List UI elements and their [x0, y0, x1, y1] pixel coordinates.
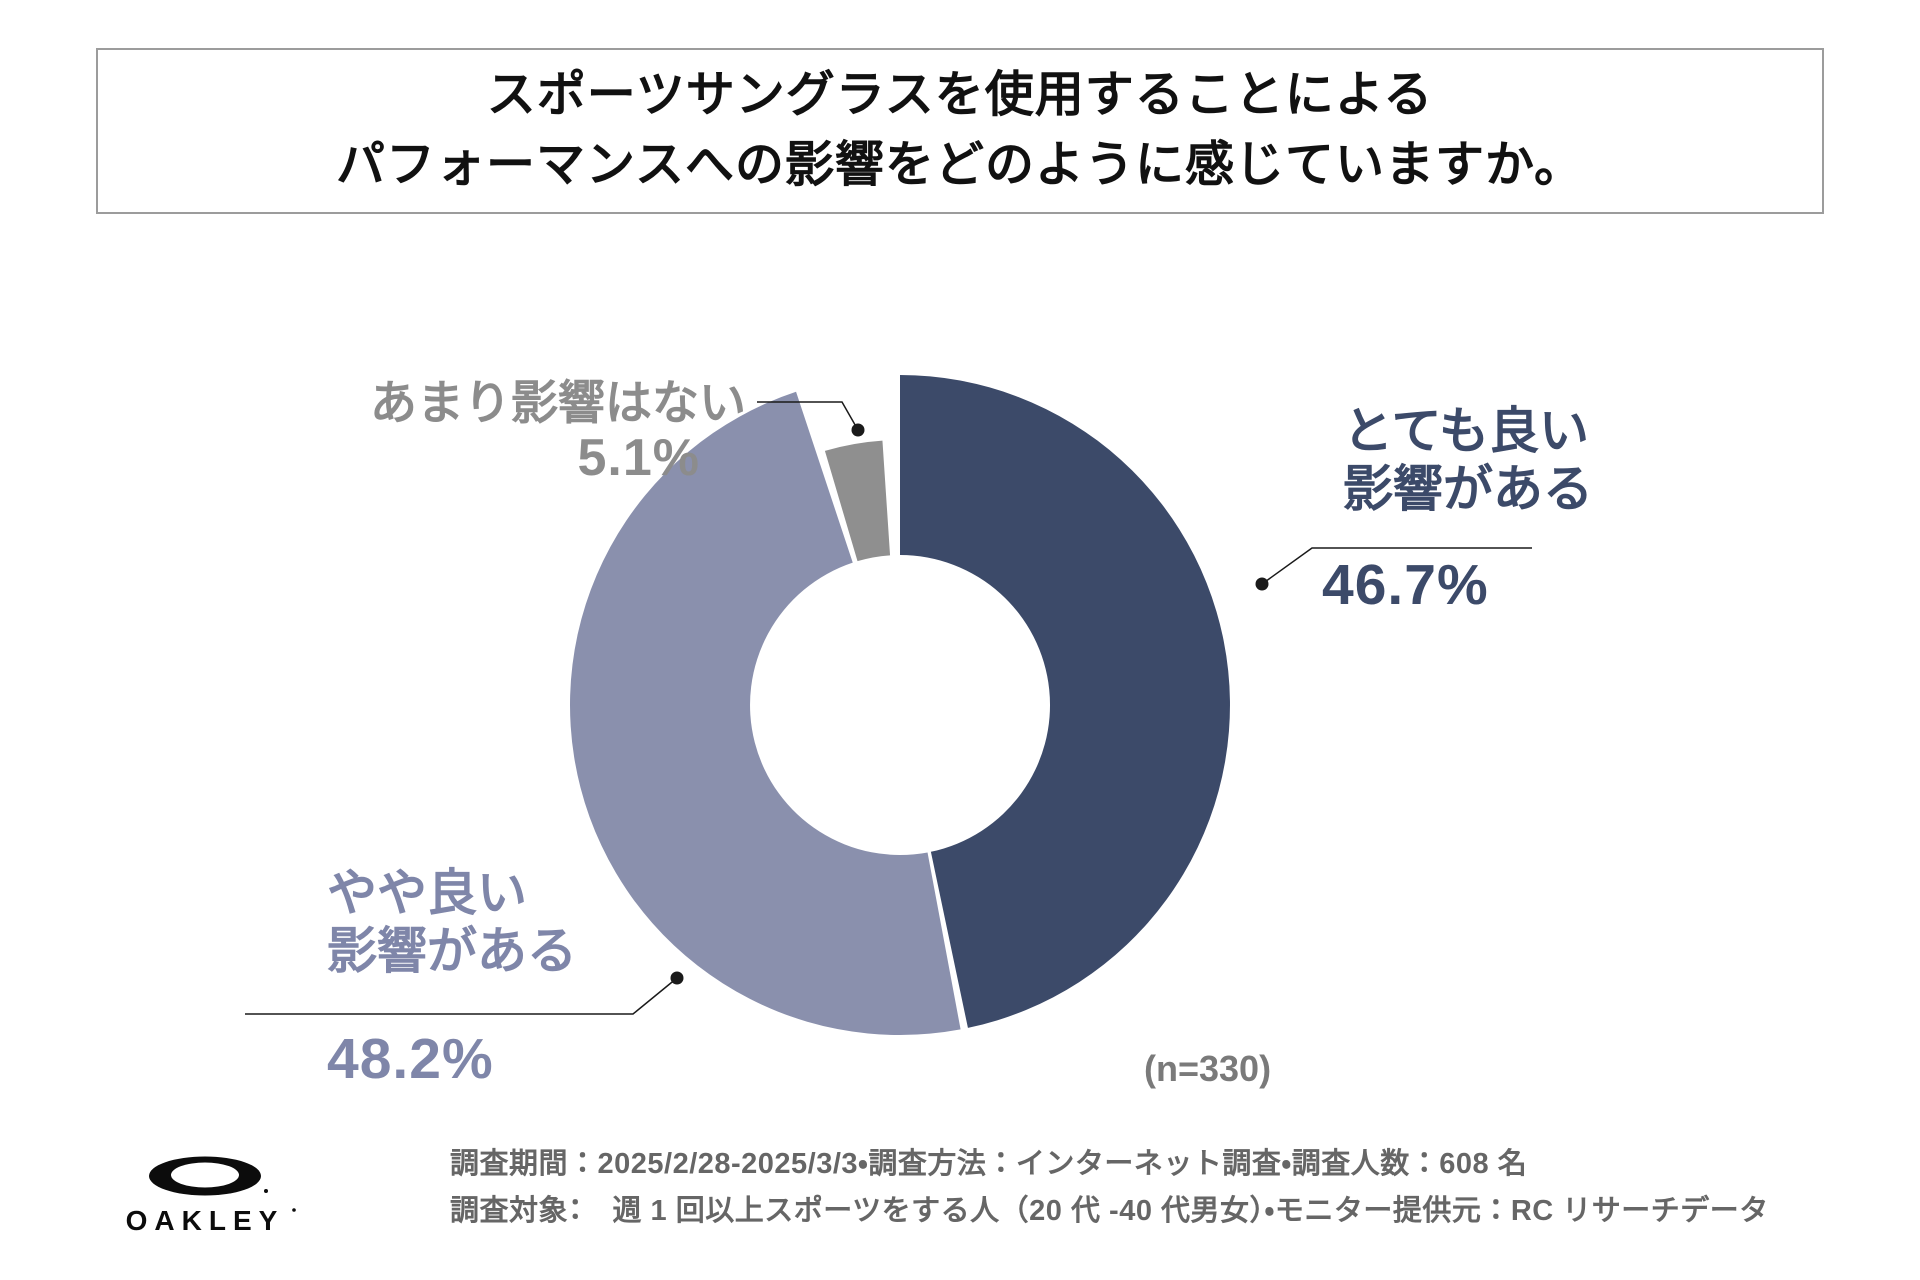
survey-meta-line1: 調査期間：2025/2/28-2025/3/3・調査方法：インターネット調査・調…	[450, 1148, 1528, 1180]
sample-size-label: (n=330)	[1144, 1048, 1272, 1089]
label-very-good-line2: 影響がある	[1343, 461, 1593, 517]
oakley-wordmark: OAKLEY	[126, 1205, 285, 1236]
oakley-trademark-dot	[264, 1189, 268, 1193]
pct-somewhat-good: 48.2%	[327, 1027, 494, 1091]
oakley-logo: OAKLEY	[126, 1156, 296, 1236]
oakley-ellipse-hole	[171, 1162, 239, 1188]
title-box: スポーツサングラスを使用することによる パフォーマンスへの影響をどのように感じて…	[96, 48, 1824, 214]
label-somewhat-good-line1: やや良い	[327, 865, 527, 921]
pie-slice-very-good	[900, 375, 1230, 1028]
label-somewhat-good-line2: 影響がある	[327, 923, 577, 979]
leader-dot-very-good	[1255, 577, 1269, 591]
label-very-good: とても良い 影響がある	[1343, 402, 1593, 518]
leader-line-no-effect	[757, 401, 859, 431]
pie-slice-somewhat-good	[570, 391, 961, 1035]
label-very-good-line1: とても良い	[1343, 403, 1589, 459]
oakley-wordmark-dot	[292, 1208, 296, 1212]
pct-very-good: 46.7%	[1322, 553, 1489, 617]
label-no-effect: あまり影響はない	[370, 376, 746, 429]
page-title-line1: スポーツサングラスを使用することによる	[486, 68, 1434, 123]
leader-dots	[670, 423, 1269, 985]
page-title-line2: パフォーマンスへの影響をどのように感じていますか。	[335, 138, 1585, 192]
leader-lines	[245, 401, 1532, 1015]
leader-dot-somewhat-good	[670, 971, 684, 985]
survey-meta-line2: 調査対象： 週 1 回以上スポーツをする人（20 代 -40 代男女）・モニター…	[450, 1195, 1769, 1227]
pie-slice-no-effect	[824, 440, 891, 562]
leader-line-somewhat-good	[245, 977, 678, 1015]
label-somewhat-good: やや良い 影響がある	[327, 864, 577, 980]
leader-dot-no-effect	[851, 423, 865, 437]
donut-slices	[570, 375, 1230, 1035]
leader-line-very-good	[1261, 547, 1532, 585]
pct-no-effect: 5.1%	[577, 429, 700, 487]
